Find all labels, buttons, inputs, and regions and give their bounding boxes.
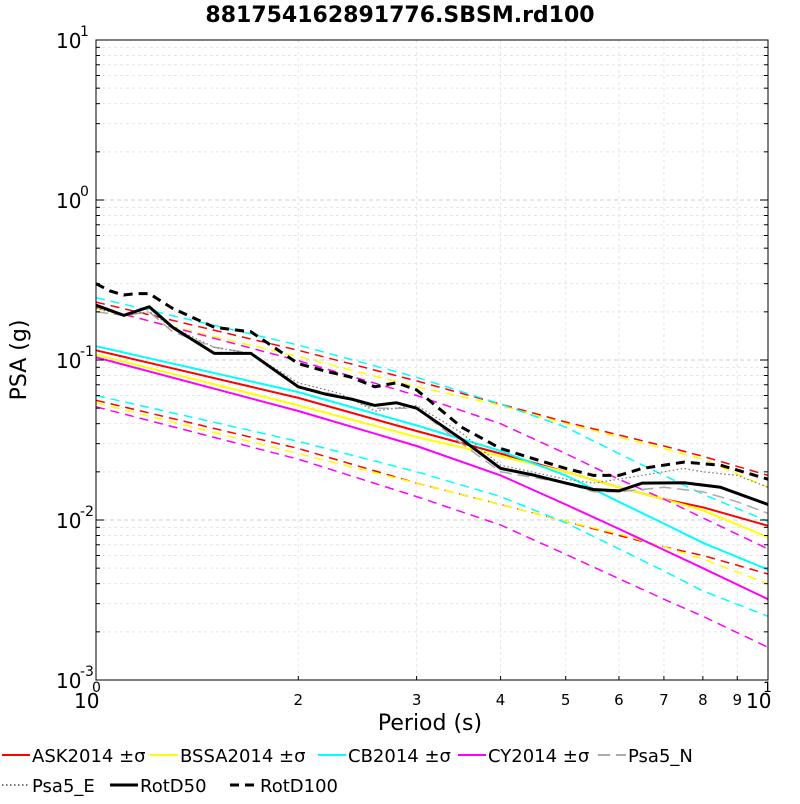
y-tick-exponent: -2 xyxy=(80,504,94,520)
series-line-3 xyxy=(95,353,769,539)
x-minor-tick-label: 3 xyxy=(412,691,422,709)
y-tick-exponent: -1 xyxy=(80,344,94,360)
series-line-14 xyxy=(95,303,769,506)
x-axis-label: Period (s) xyxy=(378,711,482,736)
series-line-10 xyxy=(95,306,769,550)
y-tick-label: 10 xyxy=(56,509,81,533)
y-axis-label: PSA (g) xyxy=(7,320,32,401)
legend-label: Psa5_N xyxy=(628,746,693,767)
series-layer xyxy=(95,282,769,648)
x-minor-tick-label: 8 xyxy=(698,691,708,709)
x-minor-tick-label: 2 xyxy=(294,691,304,709)
series-line-15 xyxy=(95,282,769,481)
x-tick-exponent: 0 xyxy=(92,680,101,696)
series-line-1 xyxy=(95,301,769,477)
series-line-4 xyxy=(95,307,769,488)
y-tick-label: 10 xyxy=(56,669,81,693)
legend: ASK2014 ±σ BSSA2014 ±σ CB2014 ±σ CY2014 ±σ P… xyxy=(2,746,693,797)
series-line-5 xyxy=(95,402,769,585)
y-tick-label: 10 xyxy=(56,189,81,213)
x-minor-tick-label: 7 xyxy=(659,691,669,709)
legend-label: RotD50 xyxy=(140,776,207,797)
legend-label: CB2014 ±σ xyxy=(348,746,451,767)
legend-label: Psa5_E xyxy=(32,776,95,797)
series-line-13 xyxy=(95,307,769,488)
x-minor-tick-label: 9 xyxy=(732,691,742,709)
series-line-9 xyxy=(95,356,769,601)
y-tick-exponent: 0 xyxy=(80,184,89,200)
series-line-7 xyxy=(95,296,769,523)
legend-label: RotD100 xyxy=(260,776,338,797)
chart-title: 881754162891776.SBSM.rd100 xyxy=(205,3,594,28)
legend-label: ASK2014 ±σ xyxy=(32,746,146,767)
x-tick-label: 10 xyxy=(74,689,99,713)
grid-layer xyxy=(96,39,768,681)
legend-label: BSSA2014 ±σ xyxy=(180,746,306,767)
y-tick-exponent: 1 xyxy=(80,24,89,40)
x-minor-tick-label: 6 xyxy=(614,691,624,709)
legend-label: CY2014 ±σ xyxy=(488,746,589,767)
x-minor-tick-label: 5 xyxy=(561,691,571,709)
x-tick-exponent: 1 xyxy=(763,680,772,696)
series-line-8 xyxy=(95,394,769,617)
y-tick-label: 10 xyxy=(56,29,81,53)
x-tick-label: 10 xyxy=(746,689,771,713)
series-line-6 xyxy=(95,345,769,571)
y-tick-exponent: -3 xyxy=(80,664,94,680)
x-minor-tick-label: 4 xyxy=(496,691,506,709)
y-tick-label: 10 xyxy=(56,349,81,373)
